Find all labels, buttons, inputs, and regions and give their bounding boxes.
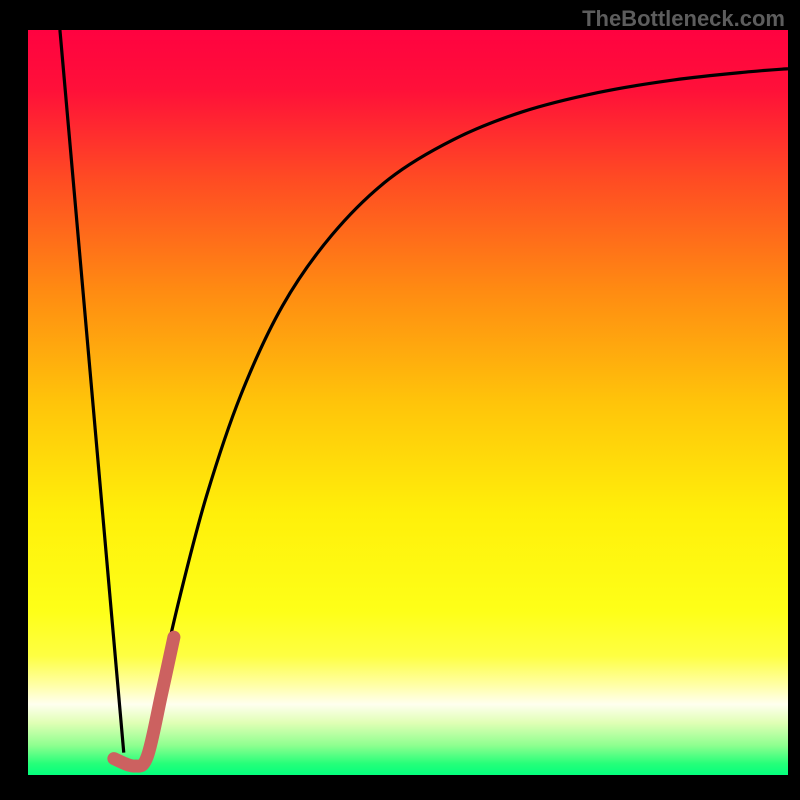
watermark-text: TheBottleneck.com: [582, 6, 785, 32]
curves-svg: [28, 30, 788, 775]
right-curve: [147, 69, 788, 749]
plot-area: [28, 30, 788, 775]
chart-container: TheBottleneck.com: [0, 0, 800, 800]
left-curve: [60, 30, 124, 753]
